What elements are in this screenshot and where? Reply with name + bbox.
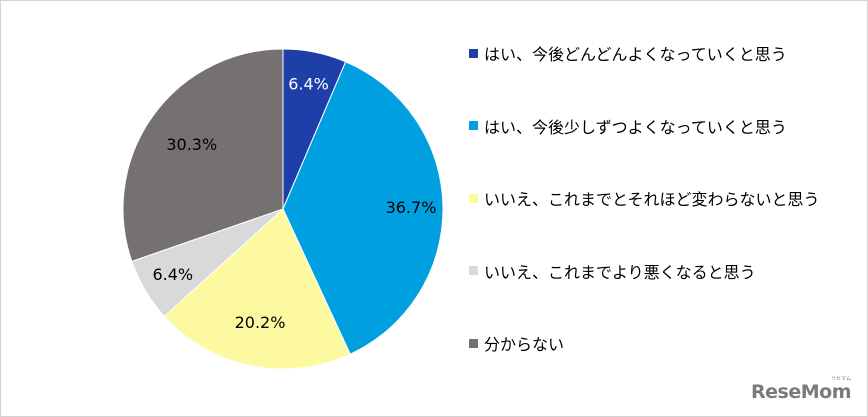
slice-data-label: 6.4% [152, 265, 193, 284]
legend-label: いいえ、これまでとそれほど変わらないと思う [484, 190, 820, 209]
pie-slice [282, 61, 444, 355]
legend-label: はい、今後どんどんよくなっていくと思う [484, 45, 787, 64]
legend-label: はい、今後少しずつよくなっていくと思う [484, 117, 787, 137]
pie-slice [163, 208, 351, 370]
legend-item: はい、今後どんどんよくなっていくと思う [469, 41, 864, 65]
logo-text: ReseMom [751, 381, 851, 403]
slice-data-label: 36.7% [386, 198, 437, 217]
pie-slice [122, 48, 284, 262]
slice-data-label: 6.4% [288, 75, 329, 94]
legend: はい、今後どんどんよくなっていくと思う はい、今後少しずつよくなっていくと思う … [469, 41, 864, 404]
legend-item: はい、今後少しずつよくなっていくと思う [469, 114, 864, 138]
resemom-logo: ReseMom リセマム [751, 376, 851, 403]
legend-label: 分からない [484, 335, 565, 354]
legend-swatch [469, 193, 478, 203]
legend-swatch [469, 338, 478, 348]
legend-item: いいえ、これまでより悪くなると思う [469, 259, 864, 283]
legend-swatch [469, 48, 478, 58]
logo-ruby: リセマム [830, 376, 851, 382]
legend-item: 分からない [469, 331, 864, 355]
legend-label: いいえ、これまでより悪くなると思う [484, 262, 756, 282]
slice-data-label: 30.3% [166, 135, 217, 154]
legend-swatch [469, 121, 478, 130]
legend-swatch [469, 266, 478, 275]
slice-data-label: 20.2% [235, 313, 286, 332]
legend-item: いいえ、これまでとそれほど変わらないと思う [469, 186, 864, 210]
